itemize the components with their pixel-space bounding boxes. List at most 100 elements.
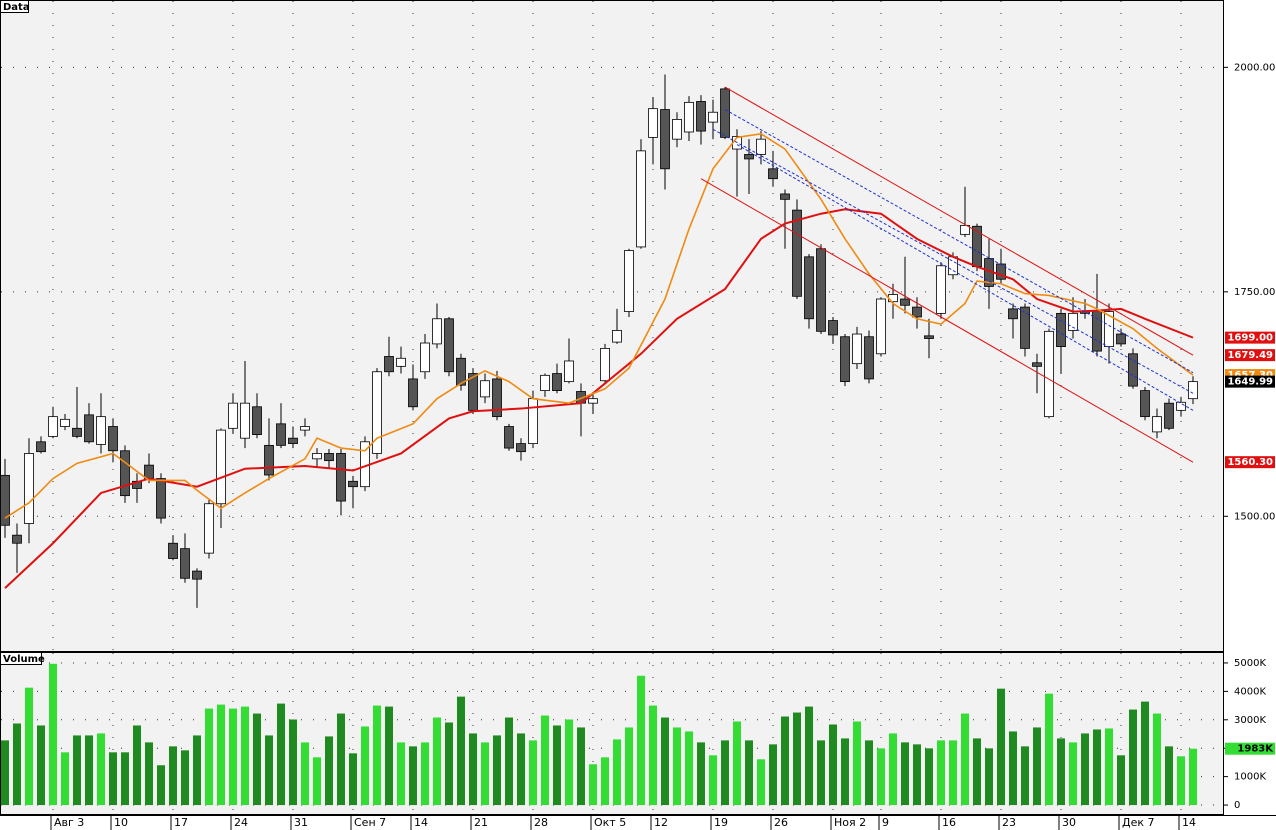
- volume-bar: [901, 742, 909, 806]
- candle-body: [852, 333, 862, 365]
- candle-body: [720, 88, 730, 138]
- y-tick-label: 1000K: [1234, 772, 1266, 783]
- y-tick-label: 1750.00: [1234, 287, 1275, 298]
- volume-bar: [877, 748, 885, 806]
- candle-body: [864, 336, 874, 380]
- volume-bar: [229, 708, 237, 806]
- price-tag: [1225, 375, 1275, 388]
- volume-bar: [1, 740, 9, 806]
- volume-bar: [1081, 733, 1089, 806]
- candle-body: [804, 256, 814, 320]
- volume-bar: [553, 725, 561, 806]
- candle-body: [0, 474, 10, 526]
- candle-body: [60, 418, 70, 427]
- volume-bar: [973, 738, 981, 806]
- candle-body: [108, 426, 118, 452]
- candle-body: [540, 374, 550, 392]
- volume-bar: [745, 740, 753, 806]
- volume-bar: [61, 752, 69, 806]
- volume-bar: [1093, 729, 1101, 806]
- panel-title: Volume: [3, 654, 45, 665]
- volume-bar: [181, 750, 189, 806]
- price-tag: [1225, 456, 1275, 469]
- volume-bar: [805, 706, 813, 806]
- volume-bar: [1045, 693, 1053, 806]
- volume-bar: [661, 717, 669, 806]
- volume-bar: [769, 744, 777, 806]
- volume-bar: [373, 705, 381, 806]
- candle-body: [396, 357, 406, 367]
- candle-body: [1116, 333, 1126, 345]
- x-tick-label: 10: [114, 816, 128, 829]
- candle-body: [912, 306, 922, 318]
- candle-body: [708, 111, 718, 123]
- volume-bar: [73, 735, 81, 806]
- candle-body: [960, 224, 970, 235]
- price-tag-label: 1649.99: [1227, 377, 1273, 388]
- volume-bar: [145, 742, 153, 806]
- x-tick-label: 30: [1062, 816, 1076, 829]
- candle-body: [900, 298, 910, 306]
- price-tag-label: 1560.30: [1227, 457, 1273, 468]
- candle-body: [768, 168, 778, 180]
- volume-bar: [577, 727, 585, 806]
- volume-bar: [517, 733, 525, 806]
- volume-bar: [157, 765, 165, 806]
- volume-bar: [985, 748, 993, 806]
- candle-body: [120, 450, 130, 497]
- candle-body: [372, 371, 382, 454]
- x-tick-label: 14: [1182, 816, 1196, 829]
- x-tick-label: 9: [882, 816, 889, 829]
- volume-bar: [829, 724, 837, 806]
- volume-bar: [733, 721, 741, 806]
- candle-body: [1188, 381, 1198, 400]
- volume-bar: [1177, 756, 1185, 806]
- volume-bar: [529, 740, 537, 806]
- volume-bar: [781, 716, 789, 806]
- volume-bar: [1129, 709, 1137, 806]
- y-tick-label: 1500.00: [1234, 511, 1275, 522]
- volume-bar: [493, 735, 501, 806]
- x-tick-label: Дек 7: [1122, 816, 1155, 829]
- volume-bar: [961, 713, 969, 806]
- volume-bar: [325, 736, 333, 806]
- volume-bar: [613, 739, 621, 806]
- volume-bar: [133, 725, 141, 806]
- volume-bar: [649, 705, 657, 806]
- candle-body: [24, 453, 34, 524]
- price-tag: [1225, 349, 1275, 362]
- volume-bar: [1069, 742, 1077, 806]
- volume-bar: [25, 687, 33, 806]
- volume-bar: [301, 742, 309, 806]
- x-tick-label: 16: [942, 816, 956, 829]
- price-tag-label: 1679.49: [1227, 350, 1273, 361]
- x-tick-label: Окт 5: [594, 816, 626, 829]
- candle-body: [1020, 306, 1030, 349]
- candle-body: [84, 414, 94, 443]
- candle-body: [480, 380, 490, 398]
- candle-body: [924, 335, 934, 339]
- volume-bar: [241, 706, 249, 806]
- overlay-line: [736, 144, 1194, 411]
- candle-body: [1152, 416, 1162, 433]
- overlay-line: [712, 128, 1194, 394]
- volume-bar: [97, 733, 105, 806]
- candle-body: [780, 193, 790, 200]
- volume-bar: [37, 725, 45, 806]
- candle-body: [1092, 310, 1102, 352]
- volume-bar: [1105, 728, 1113, 806]
- volume-bar: [313, 757, 321, 806]
- overlay-line: [4, 132, 1194, 519]
- candle-body: [180, 548, 190, 579]
- volume-bar: [349, 753, 357, 806]
- x-tick-label: 24: [234, 816, 248, 829]
- candle-body: [204, 503, 214, 554]
- x-tick-label: 21: [474, 816, 488, 829]
- volume-bar: [289, 719, 297, 806]
- volume-bar: [433, 717, 441, 806]
- x-tick-label: Авг 3: [54, 816, 84, 829]
- candle-body: [1008, 308, 1018, 320]
- volume-bar: [793, 712, 801, 806]
